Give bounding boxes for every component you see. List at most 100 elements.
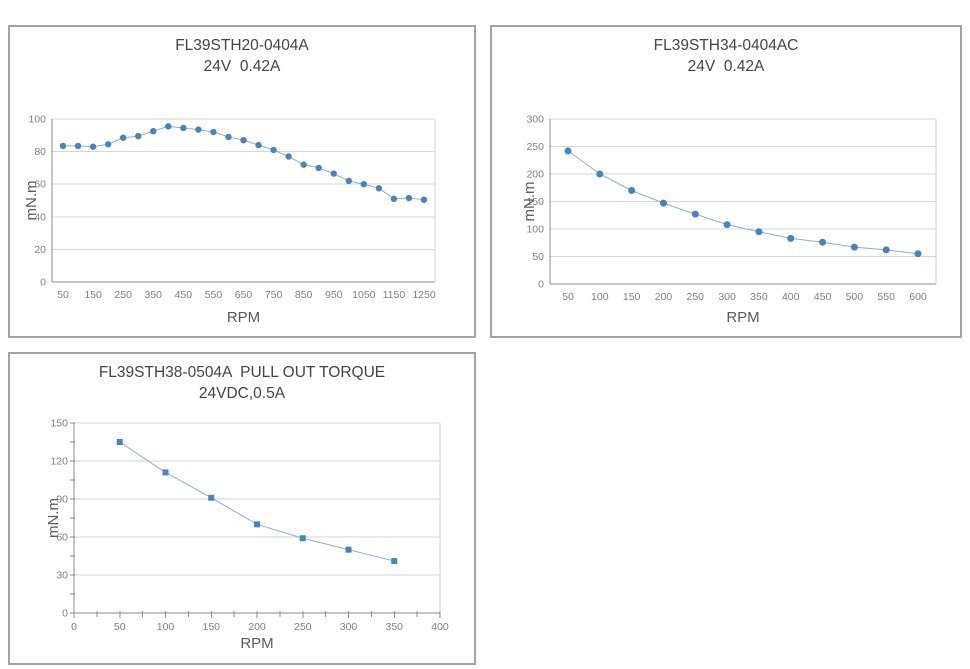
data-point	[208, 494, 215, 501]
y-tick-label: 30	[56, 570, 68, 582]
chart-subtitle: 24V 0.42A	[687, 57, 765, 75]
data-point	[104, 141, 112, 148]
x-axis-label: RPM	[227, 309, 260, 326]
x-tick-label: 150	[202, 621, 220, 633]
y-tick-label: 60	[34, 179, 46, 191]
y-tick-label: 150	[526, 196, 544, 208]
x-tick-label: 150	[84, 289, 102, 301]
x-tick-label: 400	[782, 291, 800, 303]
data-point	[254, 521, 260, 528]
data-point	[89, 143, 97, 150]
chart-canvas-fl39sth34: 0 50 100 150 200 250 300 50 100 150 200 250 300 350 40…	[521, 114, 937, 326]
chart-title-block: FL39STH38-0504A PULL OUT TORQUE 24VDC,0.…	[10, 363, 474, 405]
x-tick-label: 300	[718, 291, 736, 303]
data-point	[59, 142, 67, 150]
y-tick-label: 150	[50, 418, 68, 430]
data-point	[300, 161, 307, 168]
x-tick-label: 750	[265, 289, 283, 301]
data-point	[375, 185, 383, 192]
chart-title: FL39STH34-0404AC	[653, 37, 799, 54]
x-axis-label: RPM	[726, 309, 759, 326]
x-tick-label: 600	[909, 291, 927, 303]
chart-title: FL39STH20-0404A	[175, 37, 309, 54]
data-point	[240, 136, 247, 144]
x-tick-label: 1050	[352, 289, 376, 301]
series-line	[119, 441, 395, 562]
data-point	[150, 128, 157, 135]
y-tick-label: 50	[532, 251, 544, 263]
x-tick-label: 50	[57, 289, 69, 301]
y-tick-label: 20	[34, 244, 46, 256]
y-tick-label: 80	[34, 146, 46, 158]
data-point	[330, 170, 337, 177]
x-tick-label: 550	[877, 291, 895, 303]
x-tick-label: 200	[655, 291, 673, 303]
data-point	[135, 132, 142, 140]
x-tick-label: 250	[687, 291, 705, 303]
series-line	[567, 150, 919, 255]
data-point	[119, 134, 127, 141]
data-point	[391, 558, 398, 565]
x-axis-label: RPM	[240, 635, 273, 652]
y-tick-label: 90	[56, 494, 68, 506]
data-point	[255, 141, 262, 149]
chart-panel-fl39sth20: FL39STH20-0404A 24V 0.42A 0 20 40 60 80 100 50…	[8, 25, 476, 338]
x-tick-label: 50	[114, 621, 126, 633]
data-point	[420, 196, 428, 203]
data-point	[390, 195, 398, 203]
x-tick-label: 50	[562, 291, 574, 303]
x-tick-label: 0	[71, 621, 77, 633]
data-point	[360, 181, 368, 188]
chart-subtitle: 24VDC,0.5A	[198, 384, 286, 402]
y-tick-label: 0	[62, 608, 68, 620]
data-point	[210, 128, 217, 136]
y-tick-label: 100	[28, 114, 46, 126]
data-point	[270, 146, 277, 154]
x-tick-label: 950	[325, 289, 343, 301]
data-point	[345, 177, 352, 185]
x-tick-label: 450	[814, 291, 832, 303]
chart-canvas-fl39sth20: 0 20 40 60 80 100 50 150 250 350 450 550 650 750 850 95…	[23, 114, 436, 327]
x-tick-label: 650	[235, 289, 253, 301]
chart-title-block: FL39STH20-0404A 24V 0.42A	[10, 36, 474, 78]
y-tick-label: 0	[538, 279, 544, 291]
data-point	[596, 170, 604, 178]
x-tick-label: 500	[846, 291, 864, 303]
y-tick-label: 100	[526, 224, 544, 236]
x-tick-label: 850	[295, 289, 313, 301]
data-point	[225, 133, 232, 141]
y-axis-label: mN.m	[45, 498, 62, 538]
data-point	[787, 234, 795, 242]
x-tick-label: 150	[623, 291, 641, 303]
y-axis-label: mN.m	[23, 181, 40, 221]
data-point	[195, 126, 202, 133]
x-tick-label: 100	[591, 291, 609, 303]
data-point	[659, 199, 667, 207]
y-tick-label: 60	[56, 532, 68, 544]
y-tick-label: 120	[50, 456, 68, 468]
x-tick-label: 550	[205, 289, 223, 301]
data-point	[405, 194, 413, 202]
data-point	[755, 228, 763, 236]
x-tick-label: 250	[114, 289, 132, 301]
data-point	[74, 142, 82, 150]
y-axis-label: mN.m	[521, 182, 538, 222]
chart-canvas-fl39sth38: 0 30 60 90 120 150 0 50 100 150 200 250 300 350 400 RPM…	[45, 418, 449, 653]
chart-subtitle: 24V 0.42A	[203, 57, 281, 75]
data-point	[162, 469, 169, 476]
x-tick-label: 1250	[412, 289, 436, 301]
data-point	[914, 250, 922, 258]
y-tick-label: 200	[526, 169, 544, 181]
chart-panel-fl39sth34: FL39STH34-0404AC 24V 0.42A 0 50 100 150 200 2…	[490, 25, 962, 338]
x-tick-label: 350	[385, 621, 403, 633]
x-tick-label: 250	[294, 621, 312, 633]
data-point	[165, 123, 172, 130]
data-point	[882, 246, 890, 254]
data-point	[299, 535, 306, 542]
x-tick-label: 1150	[383, 289, 406, 301]
x-tick-label: 400	[431, 621, 449, 633]
data-point	[315, 164, 322, 172]
data-point	[628, 187, 636, 194]
chart-panel-fl39sth38: FL39STH38-0504A PULL OUT TORQUE 24VDC,0.…	[8, 352, 476, 665]
